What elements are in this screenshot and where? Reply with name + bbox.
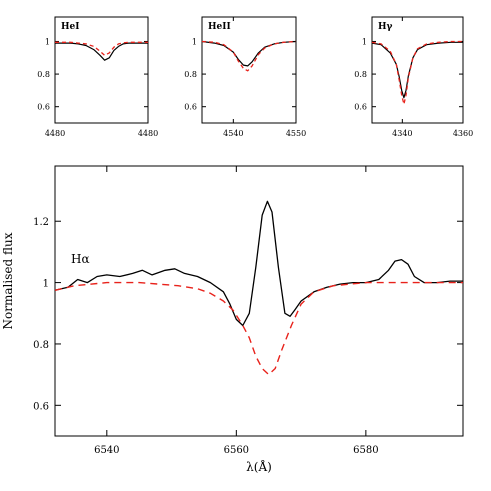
halpha-x-tick-label: 6580 [353, 445, 378, 456]
panel-hei-frame [54, 16, 149, 124]
panel-heii-label: HeII [208, 22, 231, 32]
halpha-x-tick-label: 6560 [224, 445, 249, 456]
hgamma-y-tick-label: 0.8 [354, 70, 367, 79]
halpha-model-spectrum-line [54, 281, 463, 376]
hei-y-tick-label: 1 [45, 37, 50, 46]
panel-hei-label: HeI [61, 22, 79, 32]
panel-halpha-frame [54, 165, 464, 437]
heii-y-tick-label: 0.6 [184, 103, 197, 112]
halpha-y-tick-label: 0.6 [33, 401, 49, 412]
hei-x-tick-label: 4480 [45, 129, 65, 138]
panel-halpha-label: Hα [71, 252, 90, 266]
hei-y-tick-label: 0.8 [37, 70, 50, 79]
halpha-y-tick-label: 0.8 [33, 340, 49, 351]
panel-hgamma-frame [371, 16, 464, 124]
panel-heii-frame [201, 16, 297, 124]
panel-heii: 4540 4550 0.6 0.8 1 HeII [184, 16, 306, 138]
panel-hgamma-label: Hγ [378, 22, 393, 32]
hgamma-observed-spectrum-line [371, 41, 463, 99]
hei-y-tick-label: 0.6 [37, 103, 50, 112]
hgamma-y-tick-label: 0.6 [354, 103, 367, 112]
halpha-observed-spectrum-line [54, 200, 463, 327]
panel-halpha: 6540 6560 6580 0.6 0.8 1 1.2 Hα λ(Å) Normalise… [1, 165, 464, 474]
hgamma-x-tick-label: 4360 [453, 129, 473, 138]
heii-model-spectrum-line [201, 40, 297, 72]
heii-x-tick-label: 4540 [223, 129, 243, 138]
halpha-y-tick-label: 1 [43, 279, 49, 290]
y-axis-title: Normalised flux [1, 232, 15, 329]
halpha-y-tick-label: 1.2 [33, 217, 49, 228]
x-axis-title: λ(Å) [246, 459, 272, 474]
heii-y-tick-label: 1 [192, 37, 197, 46]
heii-y-tick-label: 0.8 [184, 70, 197, 79]
panel-hgamma: 4340 4360 0.6 0.8 1 Hγ [354, 16, 473, 138]
halpha-x-tick-label: 6540 [94, 445, 119, 456]
hgamma-x-tick-label: 4340 [392, 129, 412, 138]
hei-observed-spectrum-line [55, 42, 148, 61]
hgamma-y-tick-label: 1 [362, 37, 367, 46]
heii-x-tick-label: 4550 [286, 129, 306, 138]
hei-model-spectrum-line [55, 41, 148, 56]
hgamma-model-spectrum-line [371, 40, 463, 105]
hei-x-tick-label: 4480 [138, 129, 158, 138]
panel-hei: 4480 4480 0.6 0.8 1 HeI [37, 16, 158, 138]
